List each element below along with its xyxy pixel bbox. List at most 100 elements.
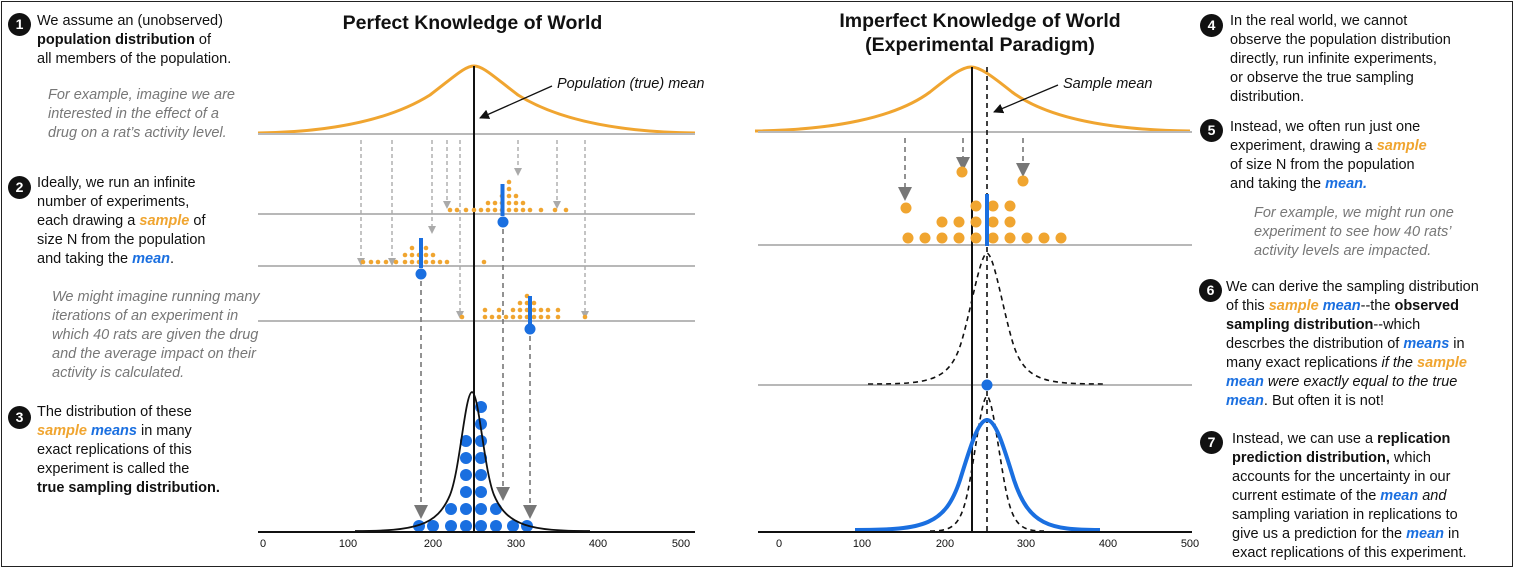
note-2-line3: which 40 rats are given the drug	[52, 327, 259, 343]
step-6-sampling-distribution: sampling distribution	[1226, 317, 1374, 333]
step-3-text: The distribution of these sample means i…	[37, 403, 257, 498]
step-7-replication-word: replication	[1377, 431, 1451, 447]
right-tick-500: 500	[1181, 538, 1199, 550]
step-7-mean-word-2: mean	[1406, 526, 1444, 542]
step-2-line3: each drawing a	[37, 213, 140, 229]
step-3-line2-tail: in many	[136, 423, 192, 439]
sampling-mean-dot	[460, 452, 472, 464]
replication-prediction-curve	[854, 417, 1101, 532]
sampling-mean-dot	[460, 469, 472, 481]
step-2-badge: 2	[8, 176, 31, 199]
step-6-line6-tail: were exactly equal to the true	[1263, 374, 1458, 390]
step-7-line1: Instead, we can use a	[1232, 431, 1378, 447]
step-7-line7: exact replications of this experiment.	[1232, 545, 1467, 561]
sampling-mean-dot	[475, 503, 487, 515]
left-mean-drop-arrows	[414, 229, 537, 519]
step-2-sample-word: sample	[139, 213, 190, 229]
step-5-line2: experiment, drawing a	[1230, 138, 1377, 154]
step-6-line4: descrbes the distribution of	[1226, 336, 1404, 352]
sampling-mean-dot	[460, 486, 472, 498]
left-tick-400: 400	[589, 538, 607, 550]
step-6-line2: of this	[1226, 298, 1269, 314]
sampling-mean-dot	[445, 520, 457, 532]
step-7-and-word: and	[1422, 488, 1447, 504]
step-4-line3: directly, run infinite experiments,	[1230, 51, 1437, 67]
right-mean-label-arrow	[993, 84, 1059, 114]
sampling-mean-dot	[475, 520, 487, 532]
step-4-line5: distribution.	[1230, 89, 1305, 105]
sampling-mean-dot	[460, 520, 472, 532]
left-panel-title: Perfect Knowledge of World	[342, 12, 603, 34]
step-6-sample-word: sample	[1268, 298, 1319, 314]
step-3-line1: The distribution of these	[37, 404, 192, 420]
step-1-emphasis: population distribution	[37, 32, 195, 48]
right-tick-400: 400	[1099, 538, 1117, 550]
step-5-mean-word: mean.	[1325, 176, 1368, 192]
sampling-mean-dot	[475, 452, 487, 464]
right-tick-200: 200	[936, 538, 954, 550]
step-6-sample-word-2: sample	[1417, 355, 1467, 371]
note-2-line2: iterations of an experiment in	[52, 308, 239, 324]
left-tick-500: 500	[672, 538, 690, 550]
note-1: For example, imagine we are interested i…	[48, 86, 263, 143]
sampling-mean-dot	[475, 469, 487, 481]
left-sampling-arrows	[357, 140, 589, 319]
note-2: We might imagine running many iterations…	[52, 288, 292, 383]
step-6-observed-word: observed	[1394, 298, 1459, 314]
left-mean-label: Population (true) mean	[557, 76, 705, 92]
left-mean-label-arrow	[479, 85, 553, 119]
sampling-mean-dot	[427, 520, 439, 532]
sampling-mean-dot	[490, 520, 502, 532]
step-6-text: We can derive the sampling distribution …	[1226, 278, 1511, 411]
step-3-sample-word: sample	[37, 423, 87, 439]
note-3-line1: For example, we might run one	[1254, 205, 1454, 221]
right-mean-label: Sample mean	[1063, 76, 1152, 92]
step-7-text: Instead, we can use a replication predic…	[1232, 430, 1507, 563]
left-sample-3-dots	[459, 293, 588, 320]
step-2-mean-word: mean	[132, 251, 171, 267]
step-1-badge: 1	[8, 13, 31, 36]
step-6-line5: many exact replications	[1226, 355, 1382, 371]
note-2-line4: and the average impact on their	[52, 346, 256, 362]
step-2-line5-tail: .	[170, 251, 175, 267]
note-2-line1: We might imagine running many	[52, 289, 260, 305]
note-1-line3: drug on a rat’s activity level.	[48, 125, 227, 141]
step-5-text: Instead, we often run just one experimen…	[1230, 118, 1490, 194]
step-4-line2: observe the population distribution	[1230, 32, 1451, 48]
sampling-mean-dot	[460, 435, 472, 447]
step-1-text: We assume an (unobserved) population dis…	[37, 12, 262, 69]
right-title-line2: (Experimental Paradigm)	[865, 34, 1095, 56]
step-2-text: Ideally, we run an infinite number of ex…	[37, 174, 237, 269]
right-tick-300: 300	[1017, 538, 1035, 550]
step-3-line3: exact replications of this	[37, 442, 192, 458]
left-tick-200: 200	[424, 538, 442, 550]
right-observed-mean-dot	[981, 379, 993, 391]
right-tick-0: 0	[776, 538, 782, 550]
step-3-means-word: means	[91, 423, 137, 439]
left-sample-2-mean-bar	[419, 238, 423, 268]
step-2-line5: and taking the	[37, 251, 133, 267]
step-7-line5: sampling variation in replications to	[1232, 507, 1458, 523]
step-5-sample-word: sample	[1376, 138, 1427, 154]
left-axis-ticks: 0 100 200 300 400 500	[260, 538, 690, 550]
note-3: For example, we might run one experiment…	[1254, 204, 1499, 261]
step-6-means-word: means	[1403, 336, 1450, 352]
left-sample-1-mean-dot	[497, 216, 509, 228]
left-tick-300: 300	[507, 538, 525, 550]
step-5-line4: and taking the	[1230, 176, 1326, 192]
step-6-line4-tail: in	[1449, 336, 1465, 352]
note-3-line2: experiment to see how 40 rats’	[1254, 224, 1452, 240]
step-4-line1: In the real world, we cannot	[1230, 13, 1408, 29]
step-3-line4: experiment is called the	[37, 461, 190, 477]
step-6-mean-word-3: mean	[1226, 393, 1264, 409]
step-2-line2: number of experiments,	[37, 194, 190, 210]
step-7-prediction-distribution: prediction distribution,	[1232, 450, 1390, 466]
sampling-mean-dot	[445, 503, 457, 515]
step-7-line6: give us a prediction for the	[1232, 526, 1407, 542]
right-sample-mean-bar	[985, 194, 989, 246]
step-3-badge: 3	[8, 406, 31, 429]
left-sample-2-mean-dot	[415, 268, 427, 280]
left-sampling-dist-curve	[354, 391, 591, 532]
step-5-line1: Instead, we often run just one	[1230, 119, 1421, 135]
